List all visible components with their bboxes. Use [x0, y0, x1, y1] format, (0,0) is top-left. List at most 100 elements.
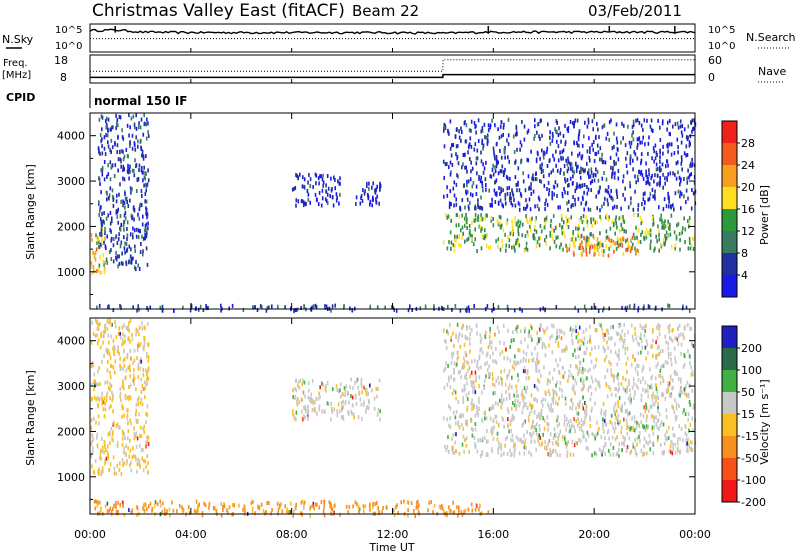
- heatmap-cell: [104, 504, 107, 509]
- heatmap-cell: [139, 366, 142, 371]
- heatmap-cell: [555, 235, 557, 240]
- heatmap-cell: [109, 221, 112, 226]
- heatmap-cell: [489, 416, 492, 421]
- heatmap-cell: [516, 329, 518, 334]
- heatmap-cell: [510, 406, 513, 411]
- heatmap-cell: [649, 233, 652, 237]
- heatmap-cell: [609, 452, 612, 457]
- colorbar-tick-label: 12: [741, 225, 755, 238]
- heatmap-cell: [459, 308, 462, 313]
- heatmap-cell: [500, 120, 503, 125]
- heatmap-cell: [140, 448, 143, 453]
- heatmap-cell: [295, 502, 297, 507]
- colorbar-swatch: [722, 414, 737, 437]
- heatmap-cell: [455, 182, 458, 187]
- heatmap-cell: [471, 406, 473, 411]
- heatmap-cell: [302, 200, 305, 205]
- heatmap-cell: [256, 308, 259, 312]
- heatmap-cell: [506, 191, 509, 196]
- heatmap-cell: [136, 347, 139, 352]
- y-tick-label: 1000: [57, 266, 85, 279]
- heatmap-cell: [494, 390, 496, 395]
- heatmap-cell: [539, 323, 542, 328]
- heatmap-cell: [669, 323, 671, 328]
- heatmap-cell: [679, 332, 682, 337]
- heatmap-cell: [339, 176, 341, 181]
- heatmap-cell: [523, 248, 526, 253]
- heatmap-cell: [530, 452, 532, 457]
- heatmap-cell: [368, 503, 371, 508]
- heatmap-cell: [486, 360, 488, 365]
- heatmap-cell: [145, 368, 147, 373]
- heatmap-cell: [561, 388, 563, 393]
- heatmap-cell: [530, 182, 532, 187]
- heatmap-cell: [351, 308, 353, 312]
- heatmap-cell: [581, 381, 584, 386]
- heatmap-cell: [111, 194, 114, 199]
- heatmap-cell: [96, 326, 99, 331]
- heatmap-cell: [515, 327, 517, 332]
- heatmap-cell: [589, 158, 591, 163]
- heatmap-cell: [531, 424, 534, 429]
- heatmap-cell: [607, 202, 609, 207]
- heatmap-cell: [548, 192, 550, 197]
- heatmap-cell: [663, 441, 666, 446]
- heatmap-cell: [555, 305, 558, 309]
- heatmap-cell: [692, 343, 695, 348]
- heatmap-cell: [527, 233, 529, 238]
- heatmap-cell: [124, 339, 126, 344]
- heatmap-cell: [137, 176, 140, 181]
- heatmap-cell: [393, 513, 396, 518]
- heatmap-cell: [568, 374, 570, 379]
- heatmap-cell: [447, 363, 449, 368]
- heatmap-cell: [446, 513, 448, 518]
- heatmap-cell: [600, 435, 603, 439]
- heatmap-cell: [447, 304, 449, 309]
- heatmap-cell: [585, 376, 588, 381]
- heatmap-cell: [613, 408, 615, 412]
- heatmap-cell: [623, 417, 625, 422]
- heatmap-cell: [611, 435, 614, 440]
- heatmap-cell: [602, 426, 604, 431]
- heatmap-cell: [100, 205, 102, 210]
- heatmap-cell: [644, 380, 647, 385]
- heatmap-cell: [360, 402, 363, 407]
- heatmap-cell: [495, 414, 498, 419]
- heatmap-cell: [657, 173, 659, 178]
- heatmap-cell: [481, 216, 484, 221]
- heatmap-cell: [662, 422, 665, 427]
- heatmap-cell: [523, 206, 525, 211]
- heatmap-cell: [671, 404, 673, 409]
- heatmap-cell: [518, 207, 521, 212]
- heatmap-cell: [685, 392, 688, 397]
- heatmap-cell: [140, 165, 143, 170]
- heatmap-cell: [676, 223, 678, 228]
- heatmap-cell: [260, 305, 263, 310]
- heatmap-cell: [604, 443, 607, 448]
- heatmap-cell: [643, 333, 646, 338]
- heatmap-cell: [127, 327, 129, 331]
- heatmap-cell: [472, 427, 474, 432]
- heatmap-cell: [621, 408, 623, 413]
- heatmap-cell: [617, 176, 620, 181]
- heatmap-cell: [599, 157, 601, 162]
- heatmap-cell: [663, 226, 665, 231]
- heatmap-cell: [616, 204, 618, 209]
- heatmap-cell: [549, 407, 551, 412]
- heatmap-cell: [577, 339, 579, 344]
- heatmap-cell: [140, 377, 142, 382]
- heatmap-cell: [604, 421, 606, 426]
- y-tick-label: 3000: [57, 380, 85, 393]
- heatmap-cell: [365, 392, 368, 397]
- heatmap-cell: [653, 149, 655, 154]
- heatmap-cell: [603, 123, 606, 128]
- heatmap-cell: [347, 390, 349, 395]
- heatmap-cell: [541, 442, 543, 447]
- heatmap-cell: [642, 192, 645, 197]
- heatmap-cell: [117, 237, 120, 242]
- heatmap-cell: [372, 502, 374, 507]
- heatmap-cell: [545, 198, 547, 203]
- heatmap-cell: [601, 248, 603, 253]
- heatmap-cell: [369, 304, 371, 309]
- heatmap-cell: [145, 382, 147, 387]
